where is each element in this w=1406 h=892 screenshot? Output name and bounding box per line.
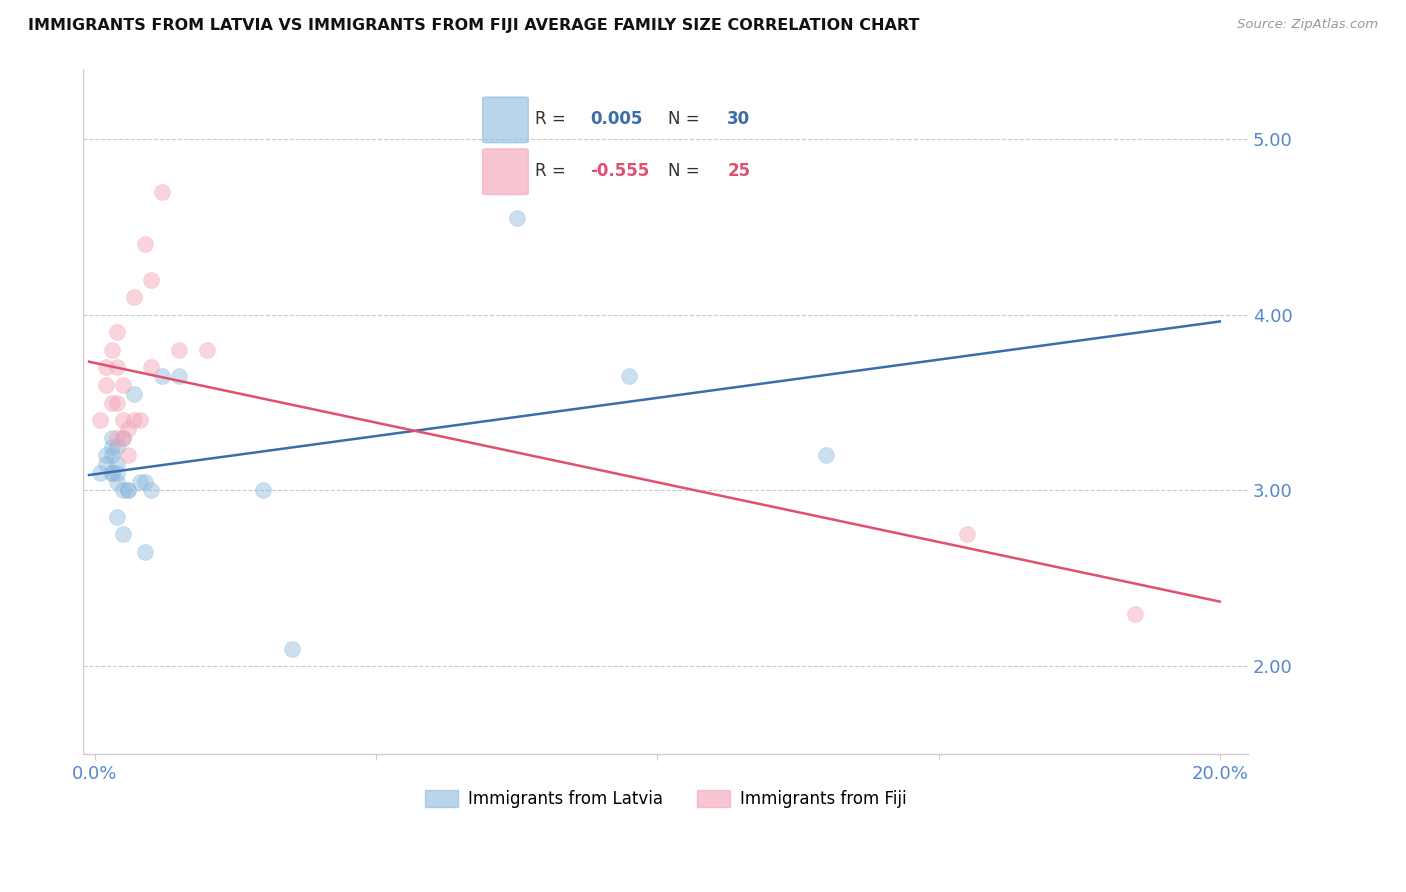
- Point: [111, 413, 134, 427]
- Point: [94, 457, 117, 471]
- Point: [105, 475, 128, 489]
- Point: [252, 483, 274, 498]
- Point: [814, 448, 837, 462]
- Point: [195, 343, 218, 357]
- Point: [122, 413, 145, 427]
- Point: [111, 431, 134, 445]
- Point: [89, 413, 111, 427]
- Point: [94, 448, 117, 462]
- Point: [117, 483, 139, 498]
- Text: Source: ZipAtlas.com: Source: ZipAtlas.com: [1237, 18, 1378, 31]
- Point: [139, 483, 162, 498]
- Point: [94, 378, 117, 392]
- Point: [128, 475, 150, 489]
- Legend: Immigrants from Latvia, Immigrants from Fiji: Immigrants from Latvia, Immigrants from …: [418, 783, 912, 814]
- Point: [105, 395, 128, 409]
- Point: [100, 466, 122, 480]
- Point: [105, 431, 128, 445]
- Point: [617, 369, 640, 384]
- Point: [94, 360, 117, 375]
- Point: [105, 325, 128, 339]
- Point: [105, 457, 128, 471]
- Point: [100, 440, 122, 454]
- Point: [134, 475, 156, 489]
- Point: [100, 448, 122, 462]
- Point: [117, 483, 139, 498]
- Point: [956, 527, 979, 541]
- Point: [134, 545, 156, 559]
- Point: [139, 272, 162, 286]
- Point: [105, 466, 128, 480]
- Point: [89, 466, 111, 480]
- Point: [128, 413, 150, 427]
- Point: [111, 483, 134, 498]
- Point: [100, 395, 122, 409]
- Point: [117, 422, 139, 436]
- Point: [117, 448, 139, 462]
- Point: [100, 466, 122, 480]
- Point: [111, 431, 134, 445]
- Point: [139, 360, 162, 375]
- Point: [134, 237, 156, 252]
- Point: [100, 431, 122, 445]
- Point: [1125, 607, 1147, 621]
- Point: [167, 369, 190, 384]
- Point: [105, 440, 128, 454]
- Point: [122, 386, 145, 401]
- Point: [122, 290, 145, 304]
- Point: [100, 343, 122, 357]
- Point: [167, 343, 190, 357]
- Point: [505, 211, 527, 225]
- Point: [105, 509, 128, 524]
- Text: IMMIGRANTS FROM LATVIA VS IMMIGRANTS FROM FIJI AVERAGE FAMILY SIZE CORRELATION C: IMMIGRANTS FROM LATVIA VS IMMIGRANTS FRO…: [28, 18, 920, 33]
- Point: [150, 369, 173, 384]
- Point: [111, 527, 134, 541]
- Point: [280, 641, 302, 656]
- Point: [150, 185, 173, 199]
- Point: [105, 360, 128, 375]
- Point: [111, 378, 134, 392]
